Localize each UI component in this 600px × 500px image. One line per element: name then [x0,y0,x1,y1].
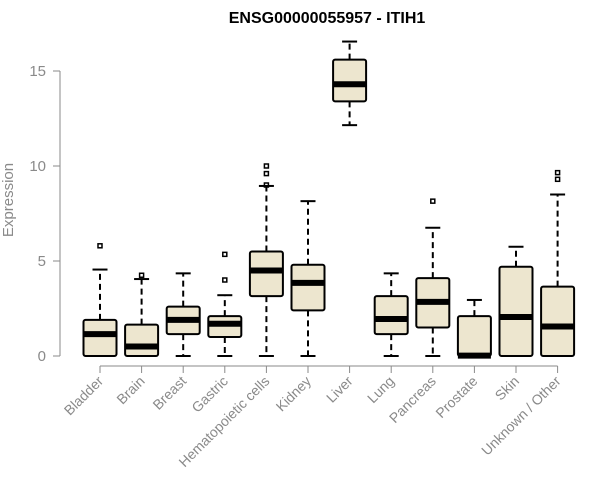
x-tick-label: Unknown / Other [478,373,564,459]
box-group [207,251,243,357]
box-group [498,245,534,358]
outlier-point [222,251,228,258]
y-axis: 0 5 10 15 [29,63,61,365]
x-tick-label: Liver [323,373,356,406]
y-tick-label: 5 [38,253,46,270]
outlier-point [430,198,436,204]
box-group [248,163,284,357]
iqr-box [373,295,409,336]
outlier-point [97,243,103,249]
y-tick-label: 15 [29,63,46,80]
box-group [290,200,326,357]
outlier-point [263,182,270,188]
outlier-point [263,163,270,169]
box-group [415,198,451,357]
boxes [82,40,576,359]
chart-title: ENSG00000055957 - ITIH1 [229,10,426,27]
iqr-box [456,315,492,358]
outlier-point [222,277,228,283]
outlier-point [263,170,270,177]
iqr-box [332,58,368,103]
iqr-box [248,250,284,298]
iqr-box [498,265,534,358]
box-group [82,243,118,357]
iqr-box [540,285,576,357]
x-tick-label: Lung [364,373,397,406]
y-axis-label: Expression [0,163,17,237]
box-group [332,40,368,127]
iqr-box [124,323,160,357]
x-tick-label: Prostate [432,373,480,421]
box-group [124,272,160,357]
iqr-box [290,263,326,312]
x-tick-label: Brain [113,373,147,407]
box-group [456,298,492,359]
iqr-box [82,318,118,357]
outlier-point [554,169,561,176]
x-tick-label: Bladder [61,373,107,419]
box-group [165,272,201,357]
y-tick-label: 10 [29,158,46,175]
y-tick-label: 0 [38,348,46,365]
box-group [373,272,409,357]
x-tick-label: Breast [149,373,189,413]
box-group [540,169,576,357]
outlier-point [138,272,145,278]
x-tick-label: Skin [492,373,523,404]
outlier-point [554,176,561,183]
x-tick-label: Kidney [273,373,315,415]
